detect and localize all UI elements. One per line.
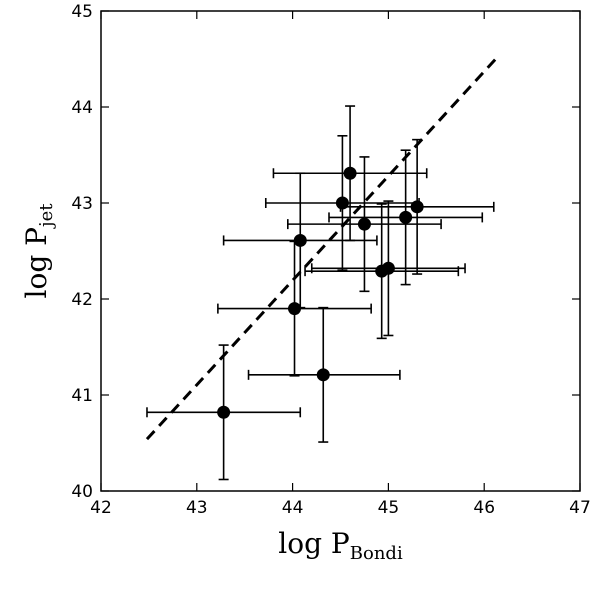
x-axis-label: log PBondi — [278, 527, 403, 564]
errorbar-layer — [146, 105, 495, 481]
y-axis-label: log Pjet — [20, 203, 57, 299]
data-point — [381, 261, 395, 275]
data-point — [343, 166, 357, 180]
y-tick-label: 42 — [71, 290, 93, 310]
y-axis-label-main: log P — [20, 227, 53, 298]
y-axis-label-subscript: jet — [36, 203, 57, 229]
y-tick-label: 43 — [71, 194, 93, 214]
tick-layer — [100, 10, 581, 492]
data-point — [410, 200, 424, 214]
data-point — [316, 368, 330, 382]
plot-frame — [100, 10, 581, 492]
x-tick-label: 45 — [378, 498, 400, 518]
data-point — [335, 196, 349, 210]
fit-line-layer — [145, 57, 497, 441]
data-point — [288, 302, 302, 316]
point-layer — [217, 166, 424, 419]
data-point — [399, 210, 413, 224]
x-tick-label: 42 — [90, 498, 112, 518]
data-point — [217, 405, 231, 419]
x-axis-label-subscript: Bondi — [350, 543, 403, 564]
y-tick-label: 41 — [71, 386, 93, 406]
x-axis-label-main: log P — [278, 527, 349, 560]
x-tick-label: 44 — [282, 498, 304, 518]
x-tick-label: 43 — [186, 498, 208, 518]
y-tick-label: 45 — [71, 2, 93, 22]
y-tick-label: 40 — [71, 482, 93, 502]
fit-line — [145, 57, 497, 441]
x-tick-label: 47 — [569, 498, 591, 518]
data-point — [357, 217, 371, 231]
y-tick-label: 44 — [71, 98, 93, 118]
x-tick-label: 46 — [473, 498, 495, 518]
data-point — [293, 233, 307, 247]
tick-label-layer: 42 43 44 45 46 47 40 41 42 43 44 45 — [71, 2, 590, 518]
